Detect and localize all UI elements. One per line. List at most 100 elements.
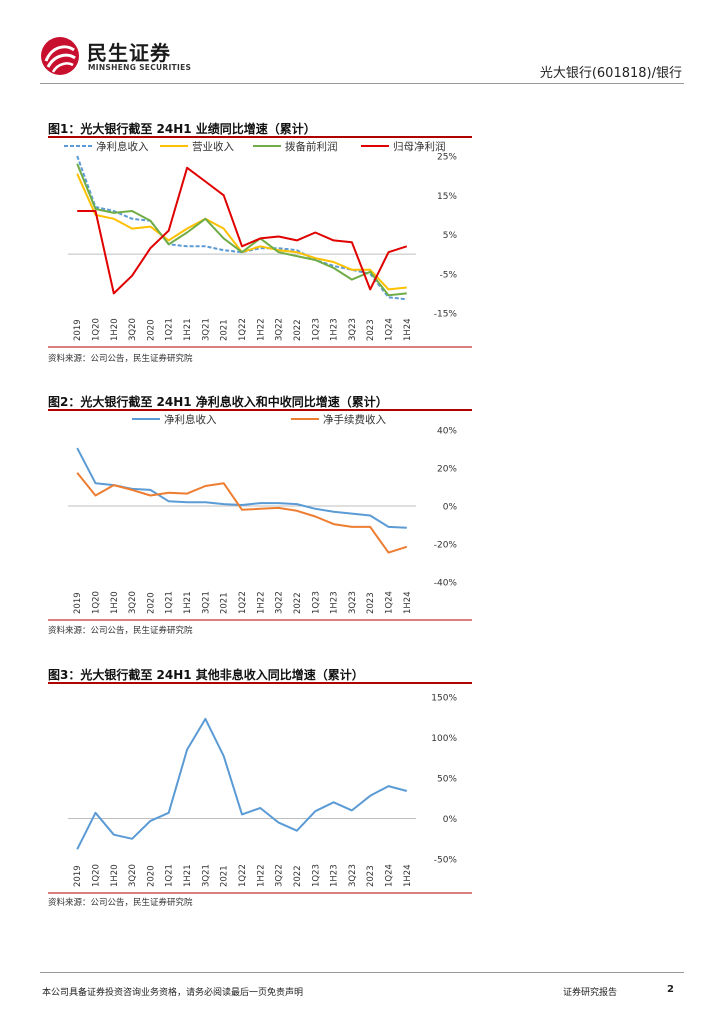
figure-title-rule xyxy=(48,682,472,684)
figure-source: 资料来源：公司公告，民生证券研究院 xyxy=(48,626,193,636)
figure-title: 图2：光大银行截至 24H1 净利息收入和中收同比增速（累计） xyxy=(48,395,388,409)
legend-label: 净利息收入 xyxy=(164,413,217,426)
x-tick-label: 1Q21 xyxy=(165,864,175,887)
footer-report-type: 证券研究报告 xyxy=(563,988,618,998)
x-tick-label: 1H20 xyxy=(110,591,120,614)
x-tick-label: 2023 xyxy=(366,865,376,887)
figure-title: 图3：光大银行截至 24H1 其他非息收入同比增速（累计） xyxy=(48,668,364,682)
x-tick-label: 3Q20 xyxy=(128,318,138,341)
x-tick-label: 3Q21 xyxy=(201,864,211,887)
x-tick-label: 2023 xyxy=(366,592,376,614)
line-chart: -15% -5% 5% 15% 25% 2019 1Q20 1H20 3Q20 2020 1Q21 1… xyxy=(48,140,472,348)
footer-disclaimer: 本公司具备证券投资咨询业务资格，请务必阅读最后一页免责声明 xyxy=(42,988,304,998)
x-tick-label: 2019 xyxy=(73,319,83,341)
figure-2: 图2：光大银行截至 24H1 净利息收入和中收同比增速（累计） -40% -20%… xyxy=(48,393,472,643)
series-line xyxy=(76,717,408,850)
x-tick-label: 1Q20 xyxy=(91,864,101,887)
x-tick-label: 1H20 xyxy=(110,864,120,887)
y-tick-label: 25% xyxy=(437,153,457,163)
logo-chinese-name: 民生证券 xyxy=(87,41,171,65)
x-tick-label: 2021 xyxy=(220,319,230,341)
x-tick-label: 3Q23 xyxy=(348,864,358,887)
x-tick-label: 1H24 xyxy=(403,318,413,341)
legend-label: 营业收入 xyxy=(192,140,234,153)
x-tick-label: 3Q21 xyxy=(201,591,211,614)
x-tick-label: 1Q21 xyxy=(165,591,175,614)
series-line xyxy=(77,166,408,295)
x-tick-label: 1H23 xyxy=(330,591,340,614)
line-chart: -40% -20% 0% 20% 40% 2019 1Q20 1H20 3Q20 2020 1Q21… xyxy=(48,413,472,621)
x-tick-label: 3Q21 xyxy=(201,318,211,341)
x-tick-label: 3Q20 xyxy=(128,864,138,887)
figure-title-rule xyxy=(48,409,472,411)
x-tick-label: 1H23 xyxy=(330,318,340,341)
y-tick-label: -50% xyxy=(434,856,458,866)
x-tick-label: 1H23 xyxy=(330,864,340,887)
x-tick-label: 1H22 xyxy=(256,591,266,614)
figure-1: 图1：光大银行截至 24H1 业绩同比增速（累计） -15% -5% 5% 15% 25… xyxy=(48,120,472,370)
figure-title-rule xyxy=(48,136,472,138)
x-tick-label: 1H21 xyxy=(183,864,193,887)
x-tick-label: 1Q23 xyxy=(311,591,321,614)
header-divider xyxy=(40,83,684,84)
x-tick-label: 2022 xyxy=(293,319,303,341)
x-tick-label: 1Q20 xyxy=(91,591,101,614)
x-tick-label: 3Q20 xyxy=(128,591,138,614)
x-tick-label: 1Q23 xyxy=(311,864,321,887)
x-tick-label: 1Q22 xyxy=(238,864,248,887)
y-tick-label: -15% xyxy=(434,310,458,320)
legend-label: 净手续费收入 xyxy=(323,413,386,426)
x-tick-label: 1H21 xyxy=(183,591,193,614)
x-tick-label: 1Q21 xyxy=(165,318,175,341)
y-tick-label: -5% xyxy=(439,270,457,280)
footer-divider xyxy=(40,972,684,973)
x-tick-label: 1Q24 xyxy=(385,318,395,341)
x-tick-label: 1H24 xyxy=(403,864,413,887)
x-tick-label: 1Q23 xyxy=(311,318,321,341)
report-stock-label: 光大银行(601818)/银行 xyxy=(539,66,682,81)
figure-source: 资料来源：公司公告，民生证券研究院 xyxy=(48,898,193,908)
page-header: 民生证券 MINSHENG SECURITIES 光大银行(601818)/银行 xyxy=(0,0,724,86)
x-tick-label: 1Q22 xyxy=(238,591,248,614)
figure-source: 资料来源：公司公告，民生证券研究院 xyxy=(48,354,193,364)
y-tick-label: 0% xyxy=(443,815,458,825)
y-tick-label: 15% xyxy=(437,192,457,202)
brand-logo: 民生证券 MINSHENG SECURITIES xyxy=(40,36,240,80)
legend-label: 净利息收入 xyxy=(96,140,149,153)
logo-english-name: MINSHENG SECURITIES xyxy=(88,63,192,72)
x-tick-label: 1Q20 xyxy=(91,318,101,341)
series-line xyxy=(76,155,407,301)
y-tick-label: 150% xyxy=(431,694,457,704)
x-tick-label: 2019 xyxy=(73,592,83,614)
y-tick-label: 50% xyxy=(437,775,457,785)
legend-label: 归母净利润 xyxy=(393,140,446,153)
y-tick-label: 100% xyxy=(431,734,457,744)
x-tick-label: 2020 xyxy=(146,319,156,341)
x-tick-label: 3Q23 xyxy=(348,591,358,614)
y-tick-label: 40% xyxy=(437,427,457,437)
series-line xyxy=(76,472,408,554)
x-tick-label: 2020 xyxy=(146,592,156,614)
y-tick-label: -20% xyxy=(434,541,458,551)
x-tick-label: 2022 xyxy=(293,592,303,614)
series-line xyxy=(76,173,407,291)
figure-title: 图1：光大银行截至 24H1 业绩同比增速（累计） xyxy=(48,122,316,136)
y-tick-label: 20% xyxy=(437,465,457,475)
x-tick-label: 3Q22 xyxy=(275,591,285,614)
x-tick-label: 1Q24 xyxy=(385,591,395,614)
y-tick-label: -40% xyxy=(434,579,458,589)
y-tick-label: 5% xyxy=(443,231,458,241)
x-tick-label: 2021 xyxy=(220,592,230,614)
x-tick-label: 3Q23 xyxy=(348,318,358,341)
y-tick-label: 0% xyxy=(443,503,458,513)
series-line xyxy=(76,163,407,297)
x-tick-label: 3Q22 xyxy=(275,318,285,341)
x-tick-label: 1H21 xyxy=(183,318,193,341)
line-chart: -50% 0% 50% 100% 150% 2019 1Q20 1H20 3Q20 2020 1Q2… xyxy=(48,694,472,894)
x-tick-label: 2022 xyxy=(293,865,303,887)
x-tick-label: 2019 xyxy=(73,865,83,887)
minsheng-logo-icon xyxy=(41,37,79,75)
x-tick-label: 2021 xyxy=(220,865,230,887)
figure-3: 图3：光大银行截至 24H1 其他非息收入同比增速（累计） -50% 0% 50% 1… xyxy=(48,666,472,916)
page-number: 2 xyxy=(667,984,674,995)
